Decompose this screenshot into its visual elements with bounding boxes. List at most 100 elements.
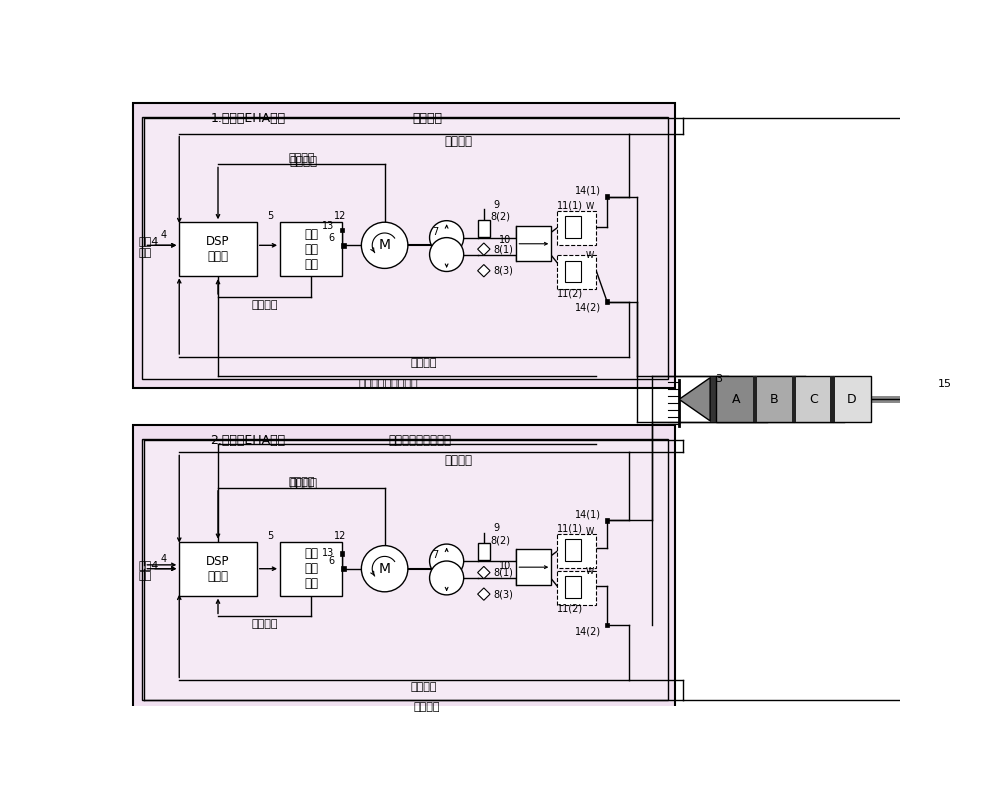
Text: 压力反馈: 压力反馈 <box>410 681 437 691</box>
Circle shape <box>430 561 464 595</box>
Text: 14(2): 14(2) <box>575 626 601 636</box>
Text: 12: 12 <box>334 531 347 541</box>
Text: 11(1): 11(1) <box>557 523 583 534</box>
Text: DSP
控制器: DSP 控制器 <box>206 555 230 583</box>
Bar <box>605 518 609 523</box>
Bar <box>557 571 596 605</box>
Bar <box>605 623 609 627</box>
Bar <box>557 534 596 568</box>
Text: 8(2): 8(2) <box>491 212 511 222</box>
Text: B: B <box>770 393 779 406</box>
Text: 速度反馈: 速度反馈 <box>288 477 315 487</box>
Bar <box>753 376 757 423</box>
Text: 8(3): 8(3) <box>493 589 513 600</box>
Bar <box>929 396 937 403</box>
Circle shape <box>430 544 464 578</box>
Bar <box>142 117 668 378</box>
Text: W: W <box>586 566 594 576</box>
Text: 9: 9 <box>493 523 499 533</box>
Bar <box>179 542 257 596</box>
Text: 6: 6 <box>328 232 334 243</box>
Text: 4: 4 <box>161 554 167 564</box>
Text: M: M <box>379 561 391 576</box>
Bar <box>565 261 581 282</box>
Bar <box>929 396 937 403</box>
Text: 功率
驱动
单元: 功率 驱动 单元 <box>304 547 318 590</box>
Text: 功率
驱动
单元: 功率 驱动 单元 <box>304 228 318 270</box>
Bar <box>478 220 490 237</box>
Bar <box>340 551 344 556</box>
Polygon shape <box>679 377 710 421</box>
Text: 压力反馈: 压力反馈 <box>410 358 437 368</box>
Text: 压力反馈: 压力反馈 <box>444 135 472 148</box>
Text: 速度反馈: 速度反馈 <box>289 477 317 490</box>
Text: 阻尼旁通阀控制信号: 阻尼旁通阀控制信号 <box>388 434 452 447</box>
Text: D: D <box>847 393 857 406</box>
Bar <box>341 243 346 247</box>
Bar <box>516 550 551 585</box>
Bar <box>565 216 581 238</box>
Text: 输入4: 输入4 <box>139 560 159 570</box>
Text: 8(1): 8(1) <box>493 244 513 255</box>
Bar <box>133 425 675 710</box>
Bar <box>565 539 581 561</box>
Circle shape <box>361 222 408 268</box>
Bar <box>478 543 490 560</box>
Bar <box>792 376 796 423</box>
Text: 14(1): 14(1) <box>575 186 601 196</box>
Bar <box>605 299 609 304</box>
Bar <box>341 566 346 571</box>
Bar <box>716 376 755 423</box>
Text: M: M <box>379 239 391 252</box>
Text: 电流反馈: 电流反馈 <box>251 300 278 309</box>
Text: 压力反馈: 压力反馈 <box>444 454 472 467</box>
Circle shape <box>430 220 464 255</box>
Text: 8(1): 8(1) <box>493 568 513 577</box>
Text: 速度反馈: 速度反馈 <box>289 155 317 168</box>
Text: A: A <box>731 393 740 406</box>
Text: 位置反馈: 位置反馈 <box>414 703 440 712</box>
Text: 速度反馈: 速度反馈 <box>288 153 315 163</box>
Text: 阻尼旁通阀控制信号: 阻尼旁通阀控制信号 <box>359 379 418 389</box>
Circle shape <box>940 390 958 408</box>
Bar <box>710 376 716 423</box>
Text: 电流反馈: 电流反馈 <box>251 619 278 629</box>
Text: 3: 3 <box>716 374 723 384</box>
Text: 11(2): 11(2) <box>557 289 584 299</box>
Bar <box>280 542 342 596</box>
Bar <box>565 577 581 598</box>
Text: 13: 13 <box>322 221 334 231</box>
Polygon shape <box>478 265 490 277</box>
Text: 1.上通道EHA本体: 1.上通道EHA本体 <box>210 112 285 125</box>
Text: 8(2): 8(2) <box>491 535 511 546</box>
Text: 2.下通道EHA本体: 2.下通道EHA本体 <box>210 434 285 447</box>
Text: W: W <box>586 527 594 536</box>
Text: W: W <box>586 202 594 211</box>
Bar <box>794 376 833 423</box>
Text: 5: 5 <box>267 531 273 541</box>
Text: 12: 12 <box>334 211 347 221</box>
Text: 11(2): 11(2) <box>557 603 584 614</box>
Text: 11(1): 11(1) <box>557 201 583 210</box>
Text: 15: 15 <box>938 379 952 389</box>
Bar <box>833 376 871 423</box>
Text: DSP
控制器: DSP 控制器 <box>206 236 230 263</box>
Bar <box>179 222 257 276</box>
Text: 指令: 指令 <box>139 248 152 258</box>
Text: 13: 13 <box>322 548 334 558</box>
Text: 14(2): 14(2) <box>575 303 601 312</box>
Text: 10: 10 <box>499 235 511 245</box>
Bar <box>605 194 609 199</box>
Bar <box>133 103 675 388</box>
Text: 指令: 指令 <box>139 572 152 581</box>
Bar <box>280 222 342 276</box>
Text: 6: 6 <box>328 556 334 566</box>
Bar <box>142 439 668 700</box>
Text: 14(1): 14(1) <box>575 509 601 519</box>
Bar <box>516 226 551 262</box>
Bar <box>755 376 794 423</box>
Circle shape <box>430 238 464 271</box>
Text: 位置反馈: 位置反馈 <box>412 112 442 125</box>
Text: 9: 9 <box>493 200 499 209</box>
Text: C: C <box>809 393 818 406</box>
